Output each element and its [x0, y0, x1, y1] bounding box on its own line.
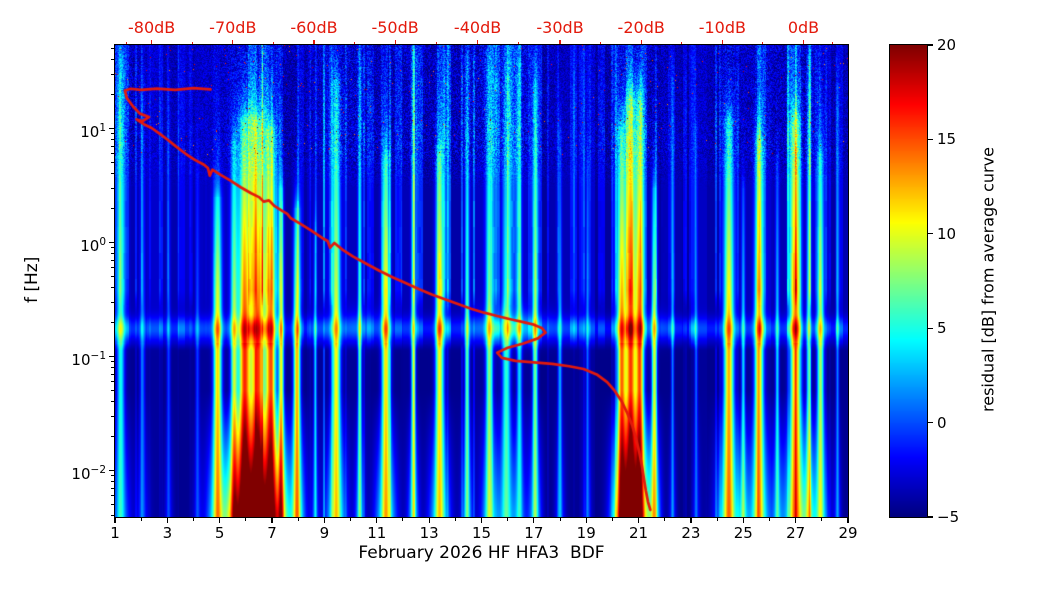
x-tick-label: 25	[733, 524, 753, 542]
colorbar	[889, 44, 928, 518]
x-tick	[323, 518, 326, 523]
x-axis-label: February 2026 HF HFA3 BDF	[358, 543, 605, 563]
colorbar-tick	[928, 422, 933, 424]
x-minor-tick	[768, 518, 770, 521]
colorbar-label: residual [dB] from average curve	[978, 147, 998, 413]
x-tick	[585, 518, 587, 523]
x-tick	[271, 518, 273, 523]
x-tick-label: 13	[419, 524, 439, 542]
x-tick-label: 21	[629, 524, 649, 542]
x-tick-label: 17	[524, 524, 544, 542]
x-tick-label: 27	[786, 524, 806, 542]
x-minor-tick	[664, 518, 666, 521]
x-tick-label: 3	[162, 524, 173, 542]
x-minor-tick	[193, 518, 195, 521]
x-tick-label: 11	[367, 524, 387, 542]
colorbar-tick-label: 0	[937, 413, 947, 432]
x-tick-label: 1	[110, 524, 120, 542]
x-tick	[795, 518, 797, 523]
top-axis-label: -60dB	[290, 18, 338, 37]
colorbar-tick	[928, 44, 933, 46]
top-axis-label: -80dB	[128, 18, 176, 37]
colorbar-tick-label: −5	[937, 508, 960, 526]
top-axis-label: 0dB	[787, 18, 820, 37]
x-minor-tick	[402, 518, 404, 521]
top-axis-label: -10dB	[698, 18, 746, 37]
x-tick-label: 5	[214, 524, 225, 542]
x-tick	[376, 518, 378, 523]
y-tick-label: 10−1	[71, 350, 106, 370]
colorbar-tick	[928, 233, 933, 235]
colorbar-tick-label: 5	[937, 319, 947, 338]
colorbar-tick	[928, 327, 933, 329]
x-minor-tick	[454, 518, 456, 521]
y-axis-label: f [Hz]	[22, 256, 42, 304]
y-tick-label: 10−2	[71, 464, 106, 484]
x-minor-tick	[245, 518, 247, 521]
x-minor-tick	[821, 518, 823, 521]
top-axis-label: -40dB	[453, 18, 502, 37]
colorbar-gradient	[890, 45, 927, 517]
x-tick-label: 23	[681, 524, 701, 542]
colorbar-tick	[928, 516, 933, 518]
x-minor-tick	[297, 518, 299, 521]
x-tick	[847, 518, 849, 523]
x-tick	[637, 518, 640, 523]
x-tick	[480, 518, 483, 523]
x-minor-tick	[559, 518, 561, 521]
x-tick-label: 9	[319, 524, 330, 542]
x-tick	[690, 518, 692, 523]
y-tick-label: 100	[80, 236, 106, 256]
colorbar-tick-label: 10	[937, 224, 957, 243]
x-tick	[742, 518, 744, 523]
x-tick-label: 15	[471, 524, 492, 542]
x-tick	[114, 518, 116, 523]
top-axis-label: -50dB	[371, 18, 419, 37]
x-minor-tick	[350, 518, 352, 521]
x-minor-tick	[716, 518, 718, 521]
x-tick-label: 29	[838, 524, 858, 542]
colorbar-tick-label: 20	[937, 36, 957, 54]
x-tick	[428, 518, 430, 523]
top-axis-label: -70dB	[209, 18, 257, 37]
x-minor-tick	[140, 518, 142, 521]
top-axis-label: -20dB	[617, 18, 665, 37]
x-tick	[533, 518, 535, 523]
x-tick	[219, 518, 221, 523]
y-tick-label: 101	[80, 122, 106, 142]
spectrogram-canvas	[115, 45, 848, 517]
colorbar-tick-label: 15	[937, 130, 957, 149]
x-tick-label: 7	[267, 524, 277, 542]
x-minor-tick	[611, 518, 613, 521]
plot-area	[114, 44, 849, 518]
colorbar-tick	[928, 138, 933, 140]
top-axis-label: -30dB	[536, 18, 584, 37]
x-tick	[166, 518, 168, 523]
x-tick-label: 19	[576, 524, 596, 542]
x-minor-tick	[507, 518, 509, 521]
